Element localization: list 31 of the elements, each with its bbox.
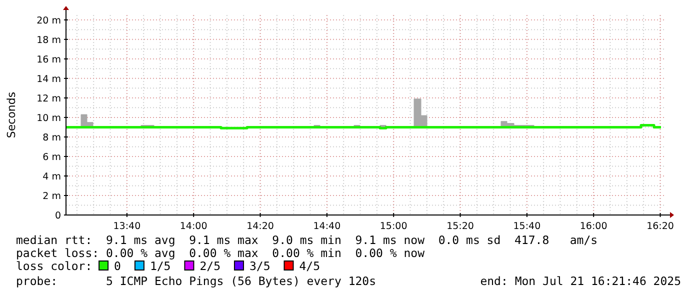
y-tick-label: 16 m xyxy=(36,54,61,66)
x-tick-label: 14:40 xyxy=(313,221,341,232)
x-tick-label: 16:00 xyxy=(580,221,608,232)
y-tick-label: 20 m xyxy=(36,15,61,26)
y-axis-title: Seconds xyxy=(5,92,18,138)
legend-label: 4/5 xyxy=(299,259,320,273)
y-tick-label: 14 m xyxy=(36,74,61,85)
y-tick-label: 10 m xyxy=(36,112,61,124)
y-tick-label: 12 m xyxy=(36,93,61,104)
x-tick-label: 15:20 xyxy=(446,221,474,232)
legend-title: loss color: xyxy=(16,259,92,273)
y-tick-label: 6 m xyxy=(42,152,61,163)
y-tick-label: 18 m xyxy=(36,34,61,46)
legend-label: 2/5 xyxy=(200,259,220,273)
y-tick-label: 2 m xyxy=(42,190,61,202)
y-tick-label: 8 m xyxy=(42,132,61,144)
x-tick-label: 13:40 xyxy=(113,221,141,232)
x-tick-label: 15:00 xyxy=(380,221,408,232)
x-tick-label: 14:00 xyxy=(180,221,208,232)
y-tick-label: 4 m xyxy=(42,171,61,182)
legend-label: 3/5 xyxy=(249,259,270,273)
text: median rtt: 9.1 ms avg 9.1 ms max 9.0 ms min 9.1 ms now 0.0 ms sd 417.8 am/s xyxy=(16,233,598,247)
text: packet loss: 0.00 % avg 0.00 % max 0.00 % min 0.00 % now xyxy=(16,246,425,260)
legend-label: 0 xyxy=(114,259,122,273)
legend-label: 1/5 xyxy=(150,259,171,273)
x-tick-label: 14:20 xyxy=(246,221,274,232)
text: end: Mon Jul 21 16:21:46 2025 xyxy=(480,274,681,288)
text: probe: 5 ICMP Echo Pings (56 Bytes) every 120s xyxy=(16,274,376,288)
x-tick-label: 16:20 xyxy=(646,221,674,232)
y-tick-label: 0 xyxy=(54,210,61,222)
x-tick-label: 15:40 xyxy=(513,221,541,232)
